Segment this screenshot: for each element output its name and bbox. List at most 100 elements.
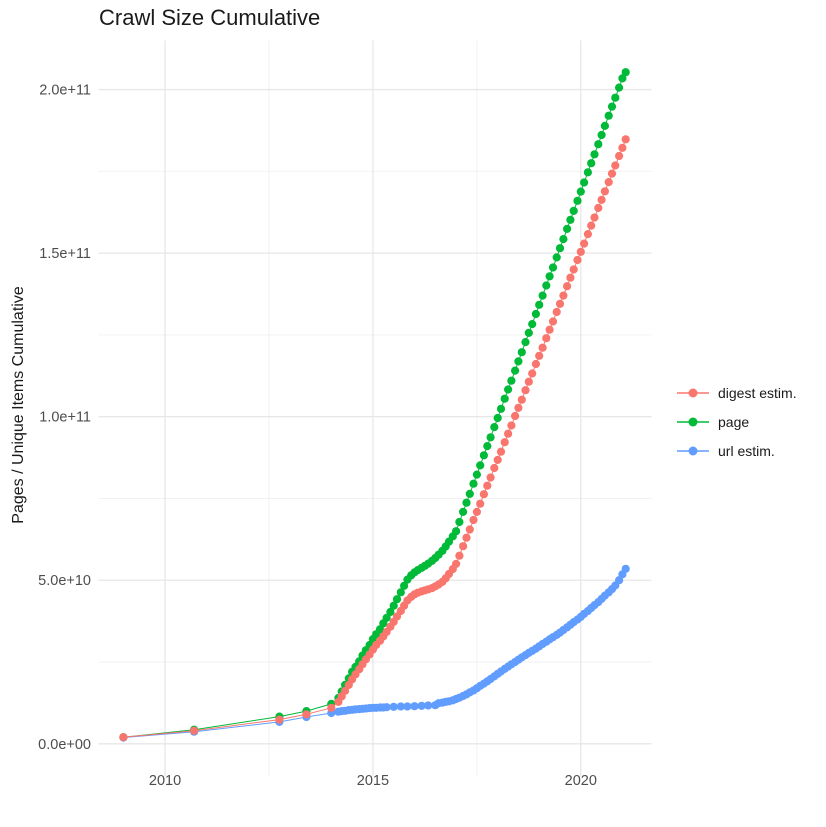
data-point bbox=[493, 455, 502, 464]
data-point bbox=[493, 413, 502, 423]
y-tick-label: 1.5e+11 bbox=[39, 246, 91, 262]
data-point bbox=[500, 394, 509, 403]
data-point bbox=[517, 348, 526, 357]
data-point bbox=[573, 196, 582, 205]
data-point bbox=[486, 433, 495, 442]
data-point bbox=[510, 411, 520, 421]
data-point bbox=[604, 178, 613, 187]
data-point bbox=[594, 140, 603, 149]
data-point bbox=[469, 515, 478, 525]
data-point bbox=[600, 121, 610, 130]
data-point bbox=[590, 150, 599, 159]
data-point bbox=[552, 253, 561, 262]
y-tick-label: 2.0e+11 bbox=[39, 83, 91, 99]
data-point bbox=[621, 135, 630, 144]
y-tick-label: 0.0e+00 bbox=[38, 737, 91, 753]
data-point bbox=[535, 300, 544, 309]
data-point bbox=[496, 404, 506, 413]
data-point bbox=[597, 195, 606, 204]
legend: digest estim. page url estim. bbox=[676, 378, 797, 465]
data-point bbox=[510, 366, 520, 375]
x-axis-tick-labels: 2010 2015 2020 bbox=[149, 773, 597, 789]
data-point bbox=[583, 168, 593, 177]
data-point bbox=[621, 564, 630, 573]
series-digest-estim bbox=[119, 135, 630, 742]
data-point bbox=[459, 507, 468, 516]
grid-minor bbox=[98, 40, 652, 777]
data-point bbox=[483, 481, 492, 490]
data-point bbox=[386, 607, 395, 617]
data-point bbox=[504, 429, 513, 438]
data-point bbox=[190, 726, 199, 735]
legend-label: digest estim. bbox=[718, 384, 797, 401]
data-point bbox=[569, 265, 578, 274]
data-point bbox=[535, 351, 544, 360]
data-point bbox=[472, 470, 481, 479]
data-point bbox=[548, 317, 558, 326]
data-point bbox=[524, 328, 533, 337]
data-point bbox=[424, 701, 433, 710]
data-point bbox=[396, 702, 405, 711]
legend-key-icon bbox=[677, 446, 709, 455]
data-point bbox=[514, 403, 523, 412]
data-point bbox=[563, 224, 572, 233]
data-point bbox=[566, 215, 575, 224]
data-point bbox=[521, 338, 530, 347]
legend-item-digest-estim: digest estim. bbox=[676, 378, 797, 407]
data-point bbox=[548, 263, 558, 272]
data-point bbox=[594, 203, 603, 213]
data-point bbox=[504, 385, 513, 394]
data-point bbox=[611, 161, 620, 170]
data-point bbox=[455, 551, 464, 560]
data-point bbox=[521, 386, 530, 395]
data-point bbox=[545, 325, 554, 334]
data-point bbox=[507, 421, 516, 430]
data-point bbox=[476, 461, 485, 470]
data-point bbox=[490, 463, 499, 473]
data-point bbox=[566, 273, 575, 282]
legend-key-icon bbox=[677, 417, 709, 426]
data-point bbox=[396, 588, 405, 597]
data-point bbox=[576, 187, 585, 196]
data-point bbox=[611, 93, 620, 102]
y-axis-tick-labels: 0.0e+00 5.0e+10 1.0e+11 1.5e+11 2.0e+11 bbox=[38, 83, 91, 753]
data-point bbox=[465, 525, 474, 534]
data-point bbox=[455, 517, 464, 527]
data-point bbox=[569, 206, 578, 215]
data-point bbox=[604, 111, 613, 120]
data-point bbox=[410, 702, 419, 711]
data-point bbox=[382, 613, 391, 623]
data-point bbox=[469, 479, 478, 488]
data-point bbox=[552, 307, 561, 317]
data-point bbox=[531, 359, 541, 369]
data-point bbox=[573, 255, 582, 265]
x-tick-label: 2020 bbox=[565, 773, 597, 789]
data-point bbox=[559, 291, 568, 300]
legend-label: url estim. bbox=[718, 442, 775, 459]
data-point bbox=[600, 187, 610, 196]
data-point bbox=[583, 230, 593, 239]
series-url-estim bbox=[119, 564, 630, 742]
data-point bbox=[587, 221, 596, 230]
data-point bbox=[621, 68, 630, 77]
data-point bbox=[528, 369, 537, 378]
data-point bbox=[531, 309, 541, 319]
data-point bbox=[462, 533, 471, 542]
data-point bbox=[597, 130, 606, 140]
data-point bbox=[496, 447, 506, 456]
data-point bbox=[587, 159, 596, 168]
data-point bbox=[500, 438, 509, 447]
chart-title: Crawl Size Cumulative bbox=[99, 5, 321, 30]
legend-key-icon bbox=[677, 388, 709, 397]
data-point bbox=[465, 489, 474, 498]
data-point bbox=[542, 281, 551, 290]
data-point bbox=[559, 235, 568, 244]
legend-label: page bbox=[718, 413, 750, 430]
x-tick-label: 2010 bbox=[149, 773, 181, 789]
data-point bbox=[618, 74, 627, 83]
data-point bbox=[417, 701, 426, 710]
data-point bbox=[555, 244, 565, 253]
data-point bbox=[119, 733, 128, 742]
x-tick-label: 2015 bbox=[357, 773, 389, 789]
y-tick-label: 1.0e+11 bbox=[39, 410, 91, 426]
